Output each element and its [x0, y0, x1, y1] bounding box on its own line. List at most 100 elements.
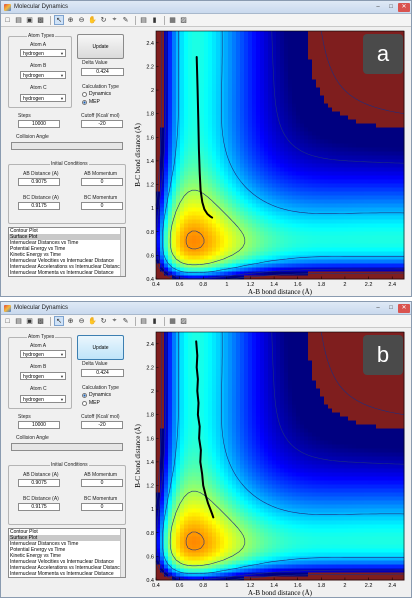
- steps-field[interactable]: 10000: [18, 421, 60, 429]
- delta-value-field[interactable]: 0.424: [81, 68, 124, 76]
- link-plot-icon[interactable]: ▤: [140, 17, 147, 24]
- property-editor-icon[interactable]: ▨: [180, 318, 187, 325]
- zoom-in-icon[interactable]: ⊕: [67, 17, 74, 24]
- close-button[interactable]: ✕: [398, 2, 410, 12]
- collision-angle-slider[interactable]: [11, 443, 123, 451]
- rotate-3d-icon[interactable]: ↻: [100, 318, 107, 325]
- plot-type-item[interactable]: Internuclear Momenta vs Internuclear Dis…: [10, 571, 114, 577]
- edit-plot-arrow-icon[interactable]: ↖: [54, 316, 64, 326]
- print-icon[interactable]: ▩: [37, 17, 44, 24]
- radio-mep-dot[interactable]: [82, 99, 87, 105]
- new-file-icon[interactable]: □: [5, 317, 10, 325]
- atom-b-select[interactable]: hydrogen ▼: [20, 372, 66, 380]
- legend-icon[interactable]: ▦: [169, 17, 176, 24]
- brush-icon[interactable]: ✎: [122, 318, 129, 325]
- plot-type-item[interactable]: Internuclear Velocities vs Internuclear …: [10, 258, 114, 264]
- pan-hand-icon[interactable]: ✋: [88, 17, 97, 24]
- plot-type-item[interactable]: Internuclear Distances vs Time: [10, 240, 79, 246]
- plot-type-item[interactable]: Kinetic Energy vs Time: [10, 252, 61, 258]
- heatmap-cell: [188, 492, 193, 497]
- radio-dynamics-dot[interactable]: [82, 392, 87, 398]
- atom-a-select[interactable]: hydrogen ▼: [20, 49, 66, 57]
- listbox-scrollbar[interactable]: [120, 529, 125, 577]
- plot-type-item[interactable]: Surface Plot: [9, 535, 125, 541]
- link-plot-icon[interactable]: ▤: [140, 318, 147, 325]
- data-cursor-icon[interactable]: ⌖: [112, 317, 117, 324]
- heatmap-cell: [192, 532, 197, 537]
- data-cursor-icon[interactable]: ⌖: [112, 16, 117, 23]
- bc-momentum-field[interactable]: 0: [81, 503, 123, 511]
- bc-momentum-field[interactable]: 0: [81, 202, 123, 210]
- steps-field[interactable]: 10000: [18, 120, 60, 128]
- rotate-3d-icon[interactable]: ↻: [100, 17, 107, 24]
- print-icon[interactable]: ▩: [37, 318, 44, 325]
- heatmap-cell: [176, 384, 181, 389]
- open-folder-icon[interactable]: ▤: [15, 318, 22, 325]
- plot-type-listbox[interactable]: Contour Plot Surface Plot Internuclear Dis…: [8, 227, 126, 277]
- plot-type-listbox[interactable]: Contour Plot Surface Plot Internuclear Dis…: [8, 528, 126, 578]
- heatmap-cell: [236, 59, 241, 64]
- heatmap-cell: [336, 183, 341, 188]
- cutoff-field[interactable]: -20: [81, 120, 123, 128]
- listbox-scrollbar[interactable]: [120, 228, 125, 276]
- plot-type-item[interactable]: Potential Energy vs Time: [10, 547, 66, 553]
- ab-momentum-field[interactable]: 0: [81, 479, 123, 487]
- collision-angle-slider[interactable]: [11, 142, 123, 150]
- legend-icon[interactable]: ▦: [169, 318, 176, 325]
- plot-type-item[interactable]: Contour Plot: [10, 228, 38, 234]
- bc-distance-value: 0.9175: [31, 504, 47, 510]
- plot-type-item[interactable]: Internuclear Velocities vs Internuclear …: [10, 559, 114, 565]
- heatmap-cell: [320, 215, 325, 220]
- plot-type-item[interactable]: Internuclear Accelerations vs Internucle…: [10, 264, 123, 270]
- close-button[interactable]: ✕: [398, 303, 410, 313]
- heatmap-cell: [384, 135, 389, 140]
- maximize-button[interactable]: □: [389, 304, 393, 311]
- radio-mep-dot[interactable]: [82, 400, 87, 406]
- minimize-button[interactable]: –: [376, 304, 380, 311]
- bc-distance-field[interactable]: 0.9175: [18, 202, 60, 210]
- maximize-button[interactable]: □: [389, 3, 393, 10]
- heatmap-cell: [260, 179, 265, 184]
- radio-dynamics[interactable]: Dynamics: [82, 91, 111, 97]
- radio-dynamics[interactable]: Dynamics: [82, 392, 111, 398]
- colorbar-icon[interactable]: ▮: [152, 17, 157, 24]
- colorbar-icon[interactable]: ▮: [152, 318, 157, 325]
- ab-momentum-field[interactable]: 0: [81, 178, 123, 186]
- save-icon[interactable]: ▣: [26, 318, 33, 325]
- heatmap-cell: [192, 255, 197, 260]
- plot-type-item[interactable]: Internuclear Momenta vs Internuclear Dis…: [10, 270, 114, 276]
- update-button[interactable]: Update: [77, 34, 124, 59]
- bc-distance-field[interactable]: 0.9175: [18, 503, 60, 511]
- edit-plot-arrow-icon[interactable]: ↖: [54, 15, 64, 25]
- radio-mep[interactable]: MEP: [82, 400, 100, 406]
- heatmap-cell: [156, 460, 161, 465]
- radio-dynamics-dot[interactable]: [82, 91, 87, 97]
- zoom-out-icon[interactable]: ⊖: [78, 17, 85, 24]
- heatmap-cell: [288, 87, 293, 92]
- atom-c-select[interactable]: hydrogen ▼: [20, 94, 66, 102]
- zoom-in-icon[interactable]: ⊕: [67, 318, 74, 325]
- plot-type-item[interactable]: Contour Plot: [10, 529, 38, 535]
- ab-distance-field[interactable]: 0.9075: [18, 178, 60, 186]
- ab-distance-field[interactable]: 0.9075: [18, 479, 60, 487]
- update-button[interactable]: Update: [77, 335, 124, 360]
- plot-type-item[interactable]: Kinetic Energy vs Time: [10, 553, 61, 559]
- zoom-out-icon[interactable]: ⊖: [78, 318, 85, 325]
- plot-type-item[interactable]: Internuclear Distances vs Time: [10, 541, 79, 547]
- new-file-icon[interactable]: □: [5, 16, 10, 24]
- open-folder-icon[interactable]: ▤: [15, 17, 22, 24]
- property-editor-icon[interactable]: ▨: [180, 17, 187, 24]
- plot-type-item[interactable]: Potential Energy vs Time: [10, 246, 66, 252]
- minimize-button[interactable]: –: [376, 3, 380, 10]
- cutoff-field[interactable]: -20: [81, 421, 123, 429]
- save-icon[interactable]: ▣: [26, 17, 33, 24]
- delta-value-field[interactable]: 0.424: [81, 369, 124, 377]
- radio-mep[interactable]: MEP: [82, 99, 100, 105]
- atom-c-select[interactable]: hydrogen ▼: [20, 395, 66, 403]
- plot-type-item[interactable]: Surface Plot: [9, 234, 125, 240]
- plot-type-item[interactable]: Internuclear Accelerations vs Internucle…: [10, 565, 123, 571]
- atom-a-select[interactable]: hydrogen ▼: [20, 350, 66, 358]
- pan-hand-icon[interactable]: ✋: [88, 318, 97, 325]
- brush-icon[interactable]: ✎: [122, 17, 129, 24]
- atom-b-select[interactable]: hydrogen ▼: [20, 71, 66, 79]
